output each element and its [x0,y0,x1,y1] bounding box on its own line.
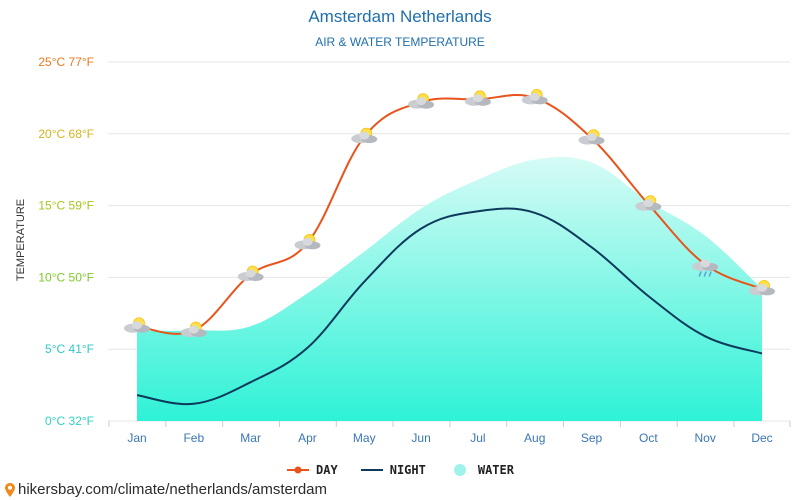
location-pin-icon [5,482,15,497]
partly-cloudy-icon [124,317,150,333]
x-tick-label: Nov [695,431,716,445]
legend-day-swatch [287,466,310,474]
partly-cloudy-icon [749,279,775,296]
x-tick-label: Feb [183,431,204,445]
partly-cloudy-icon [635,195,662,211]
partly-cloudy-icon [408,93,435,109]
x-tick-label: Sep [581,431,603,445]
source-link[interactable]: hikersbay.com/climate/netherlands/amster… [4,481,327,498]
y-axis-label: TEMPERATURE [15,199,27,281]
x-tick-label: May [353,431,376,445]
x-tick-label: Jun [411,431,430,445]
legend-water-label: WATER [477,463,514,477]
x-tick-label: Apr [298,431,317,445]
y-tick-label: 0°C 32°F [45,414,94,428]
x-tick-label: Jul [470,431,485,445]
legend-item-night[interactable]: NIGHT [360,463,426,477]
partly-cloudy-icon [180,321,207,338]
partly-cloudy-icon [294,234,321,250]
y-tick-label: 15°C 59°F [38,199,94,213]
water-area [137,157,762,422]
x-tick-label: Dec [751,431,772,445]
partly-cloudy-icon [521,89,548,105]
x-tick-label: Oct [639,431,658,445]
night-line [136,207,763,406]
y-tick-label: 20°C 68°F [38,127,94,141]
partly-cloudy-icon [351,127,378,144]
legend-night-label: NIGHT [389,463,426,477]
legend-water-swatch [453,464,466,476]
source-link-text: hikersbay.com/climate/netherlands/amster… [18,481,328,498]
x-tick-label: Jan [127,431,146,445]
partly-cloudy-icon [237,265,264,282]
y-tick-label: 25°C 77°F [38,55,94,69]
chart-subtitle: AIR & WATER TEMPERATURE [315,35,485,49]
rain-cloud-icon [692,259,719,277]
legend-item-water[interactable]: WATER [448,463,514,477]
y-tick-label: 10°C 50°F [38,270,94,284]
temperature-chart: 0°C 32°F 5°C 41°F 10°C 50°F 15°C 59°F 20°C 6… [15,55,791,445]
x-tick-label: Aug [524,431,545,445]
chart-legend: DAY NIGHT WATER [0,463,800,477]
legend-day-label: DAY [316,463,338,477]
y-tick-label: 5°C 41°F [45,342,94,356]
partly-cloudy-icon [464,90,491,106]
partly-cloudy-icon [578,129,605,145]
chart-title: Amsterdam Netherlands [308,7,492,26]
legend-night-swatch [360,469,383,471]
x-tick-label: Mar [240,431,261,445]
legend-item-day[interactable]: DAY [286,463,338,477]
